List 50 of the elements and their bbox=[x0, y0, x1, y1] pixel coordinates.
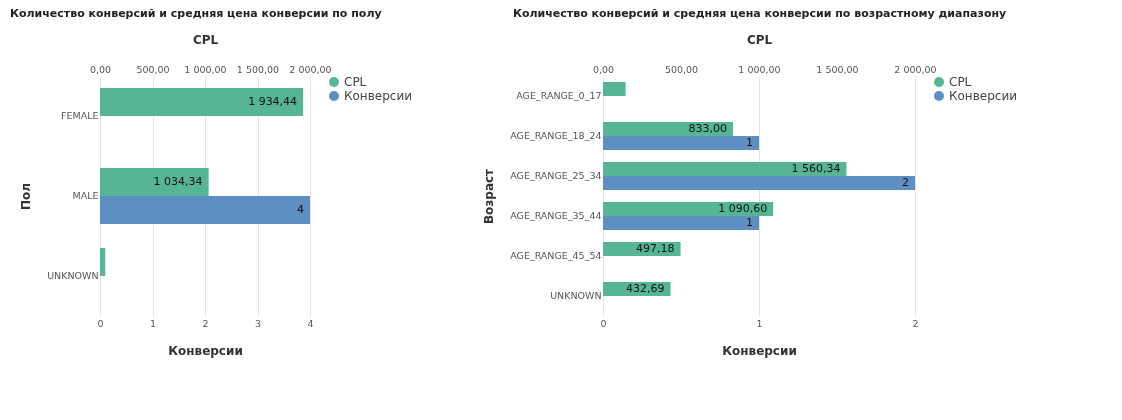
legend-label: CPL bbox=[344, 75, 367, 89]
x-tick-label: 2 bbox=[912, 317, 919, 329]
x2-tick-label: 1 500,00 bbox=[816, 63, 859, 75]
x-axis-title: Конверсии bbox=[722, 344, 797, 358]
data-label: 1 034,34 bbox=[153, 175, 203, 188]
data-label: 4 bbox=[297, 203, 304, 216]
x2-tick-label: 1 000,00 bbox=[738, 63, 781, 75]
y-tick-label: AGE_RANGE_35_44 bbox=[510, 210, 602, 221]
x2-axis-title: CPL bbox=[192, 32, 219, 47]
y-tick-label: FEMALE bbox=[61, 110, 99, 121]
data-label: 497,18 bbox=[636, 242, 675, 255]
y-tick-label: AGE_RANGE_0_17 bbox=[516, 90, 602, 101]
x2-tick-label: 0,00 bbox=[592, 63, 615, 75]
data-label: 1 560,34 bbox=[791, 162, 841, 175]
legend-label: Конверсии bbox=[949, 89, 1017, 103]
x2-tick-label: 500,00 bbox=[664, 63, 699, 75]
data-label: 432,69 bbox=[626, 282, 665, 295]
y-tick-label: AGE_RANGE_25_34 bbox=[510, 170, 602, 181]
x2-tick-label: 1 000,00 bbox=[184, 63, 227, 75]
y-axis-title: Возраст bbox=[482, 168, 497, 225]
x2-axis-title: CPL bbox=[746, 32, 773, 47]
x2-tick-label: 1 500,00 bbox=[236, 63, 280, 75]
x-tick-label: 1 bbox=[756, 317, 763, 329]
data-label: 1 934,44 bbox=[248, 95, 298, 108]
x-tick-label: 4 bbox=[307, 317, 314, 329]
x-tick-label: 1 bbox=[149, 317, 157, 329]
x2-tick-label: 500,00 bbox=[136, 63, 170, 75]
data-label: 1 bbox=[746, 136, 753, 149]
x2-tick-label: 2 000,00 bbox=[894, 63, 937, 75]
chart-title: Количество конверсий и средняя цена конверсии по возрастному диапазону bbox=[513, 7, 1007, 20]
x-tick-label: 3 bbox=[254, 317, 262, 329]
legend-label: Конверсии bbox=[344, 89, 412, 103]
x-axis-title: Конверсии bbox=[168, 344, 243, 358]
data-label: 1 090,60 bbox=[718, 202, 768, 215]
y-tick-label: UNKNOWN bbox=[550, 290, 602, 301]
data-label: 2 bbox=[902, 176, 909, 189]
y-tick-label: MALE bbox=[72, 190, 99, 201]
x-tick-label: 2 bbox=[202, 317, 209, 329]
y-tick-label: UNKNOWN bbox=[47, 270, 99, 281]
x2-tick-label: 0,00 bbox=[89, 63, 112, 75]
data-label: 1 bbox=[746, 216, 753, 229]
y-tick-label: AGE_RANGE_45_54 bbox=[510, 250, 602, 261]
data-label: 833,00 bbox=[688, 122, 727, 135]
legend-label: CPL bbox=[949, 75, 972, 89]
x2-tick-label: 2 000,00 bbox=[289, 63, 332, 75]
x-tick-label: 0 bbox=[600, 317, 607, 329]
y-axis-title: Пол bbox=[19, 182, 34, 211]
x-tick-label: 0 bbox=[97, 317, 104, 329]
y-tick-label: AGE_RANGE_18_24 bbox=[510, 130, 602, 141]
chart-title: Количество конверсий и средняя цена конверсии по полу bbox=[10, 7, 382, 20]
